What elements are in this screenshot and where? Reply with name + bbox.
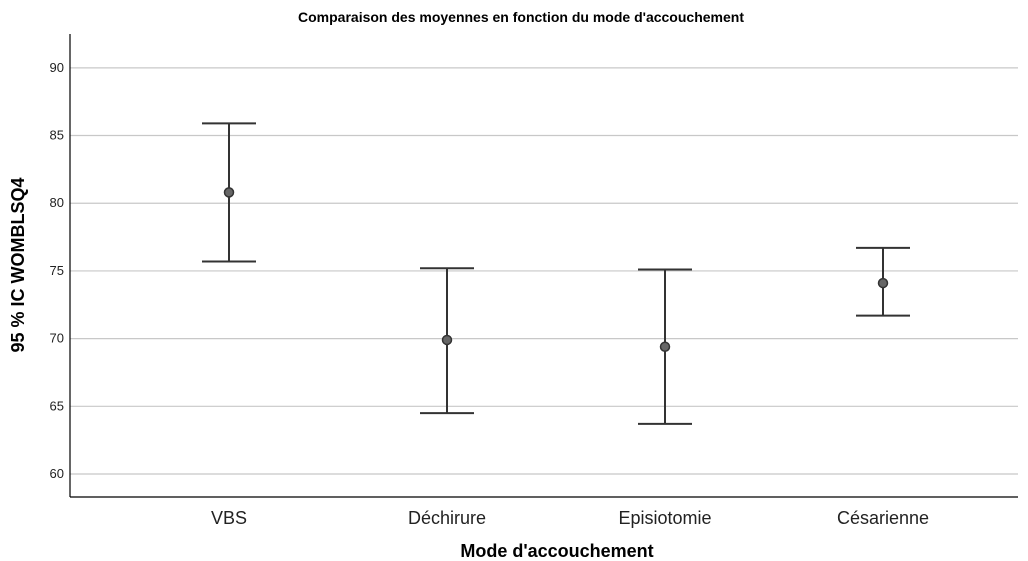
y-tick-label: 70 [50,331,64,346]
x-tick-label: Césarienne [837,508,929,528]
error-bars [202,122,910,425]
x-tick-label: Episiotomie [618,508,711,528]
error-bar [202,122,256,263]
axes [69,34,1018,498]
mean-point [441,334,453,346]
y-axis-label: 95 % IC WOMBLSQ4 [8,177,28,352]
mean-point [659,341,671,352]
y-tick-label: 85 [50,128,64,143]
y-tick-label: 80 [50,195,64,210]
x-tick-label: Déchirure [408,508,486,528]
x-tick-label: VBS [211,508,247,528]
mean-point [877,277,889,289]
chart-title: Comparaison des moyennes en fonction du … [298,9,744,25]
y-tick-label: 75 [50,263,64,278]
y-tick-labels: 60 65 70 75 80 85 90 [50,60,64,481]
error-bar [638,268,692,425]
y-tick-label: 90 [50,60,64,75]
mean-point [223,187,235,198]
grid-lines [70,67,1018,475]
x-tick-labels: VBS Déchirure Episiotomie Césarienne [211,508,929,528]
error-bar [856,246,910,317]
y-tick-label: 65 [50,398,64,413]
y-tick-label: 60 [50,466,64,481]
x-axis-label: Mode d'accouchement [460,541,653,561]
error-bar [420,267,474,415]
